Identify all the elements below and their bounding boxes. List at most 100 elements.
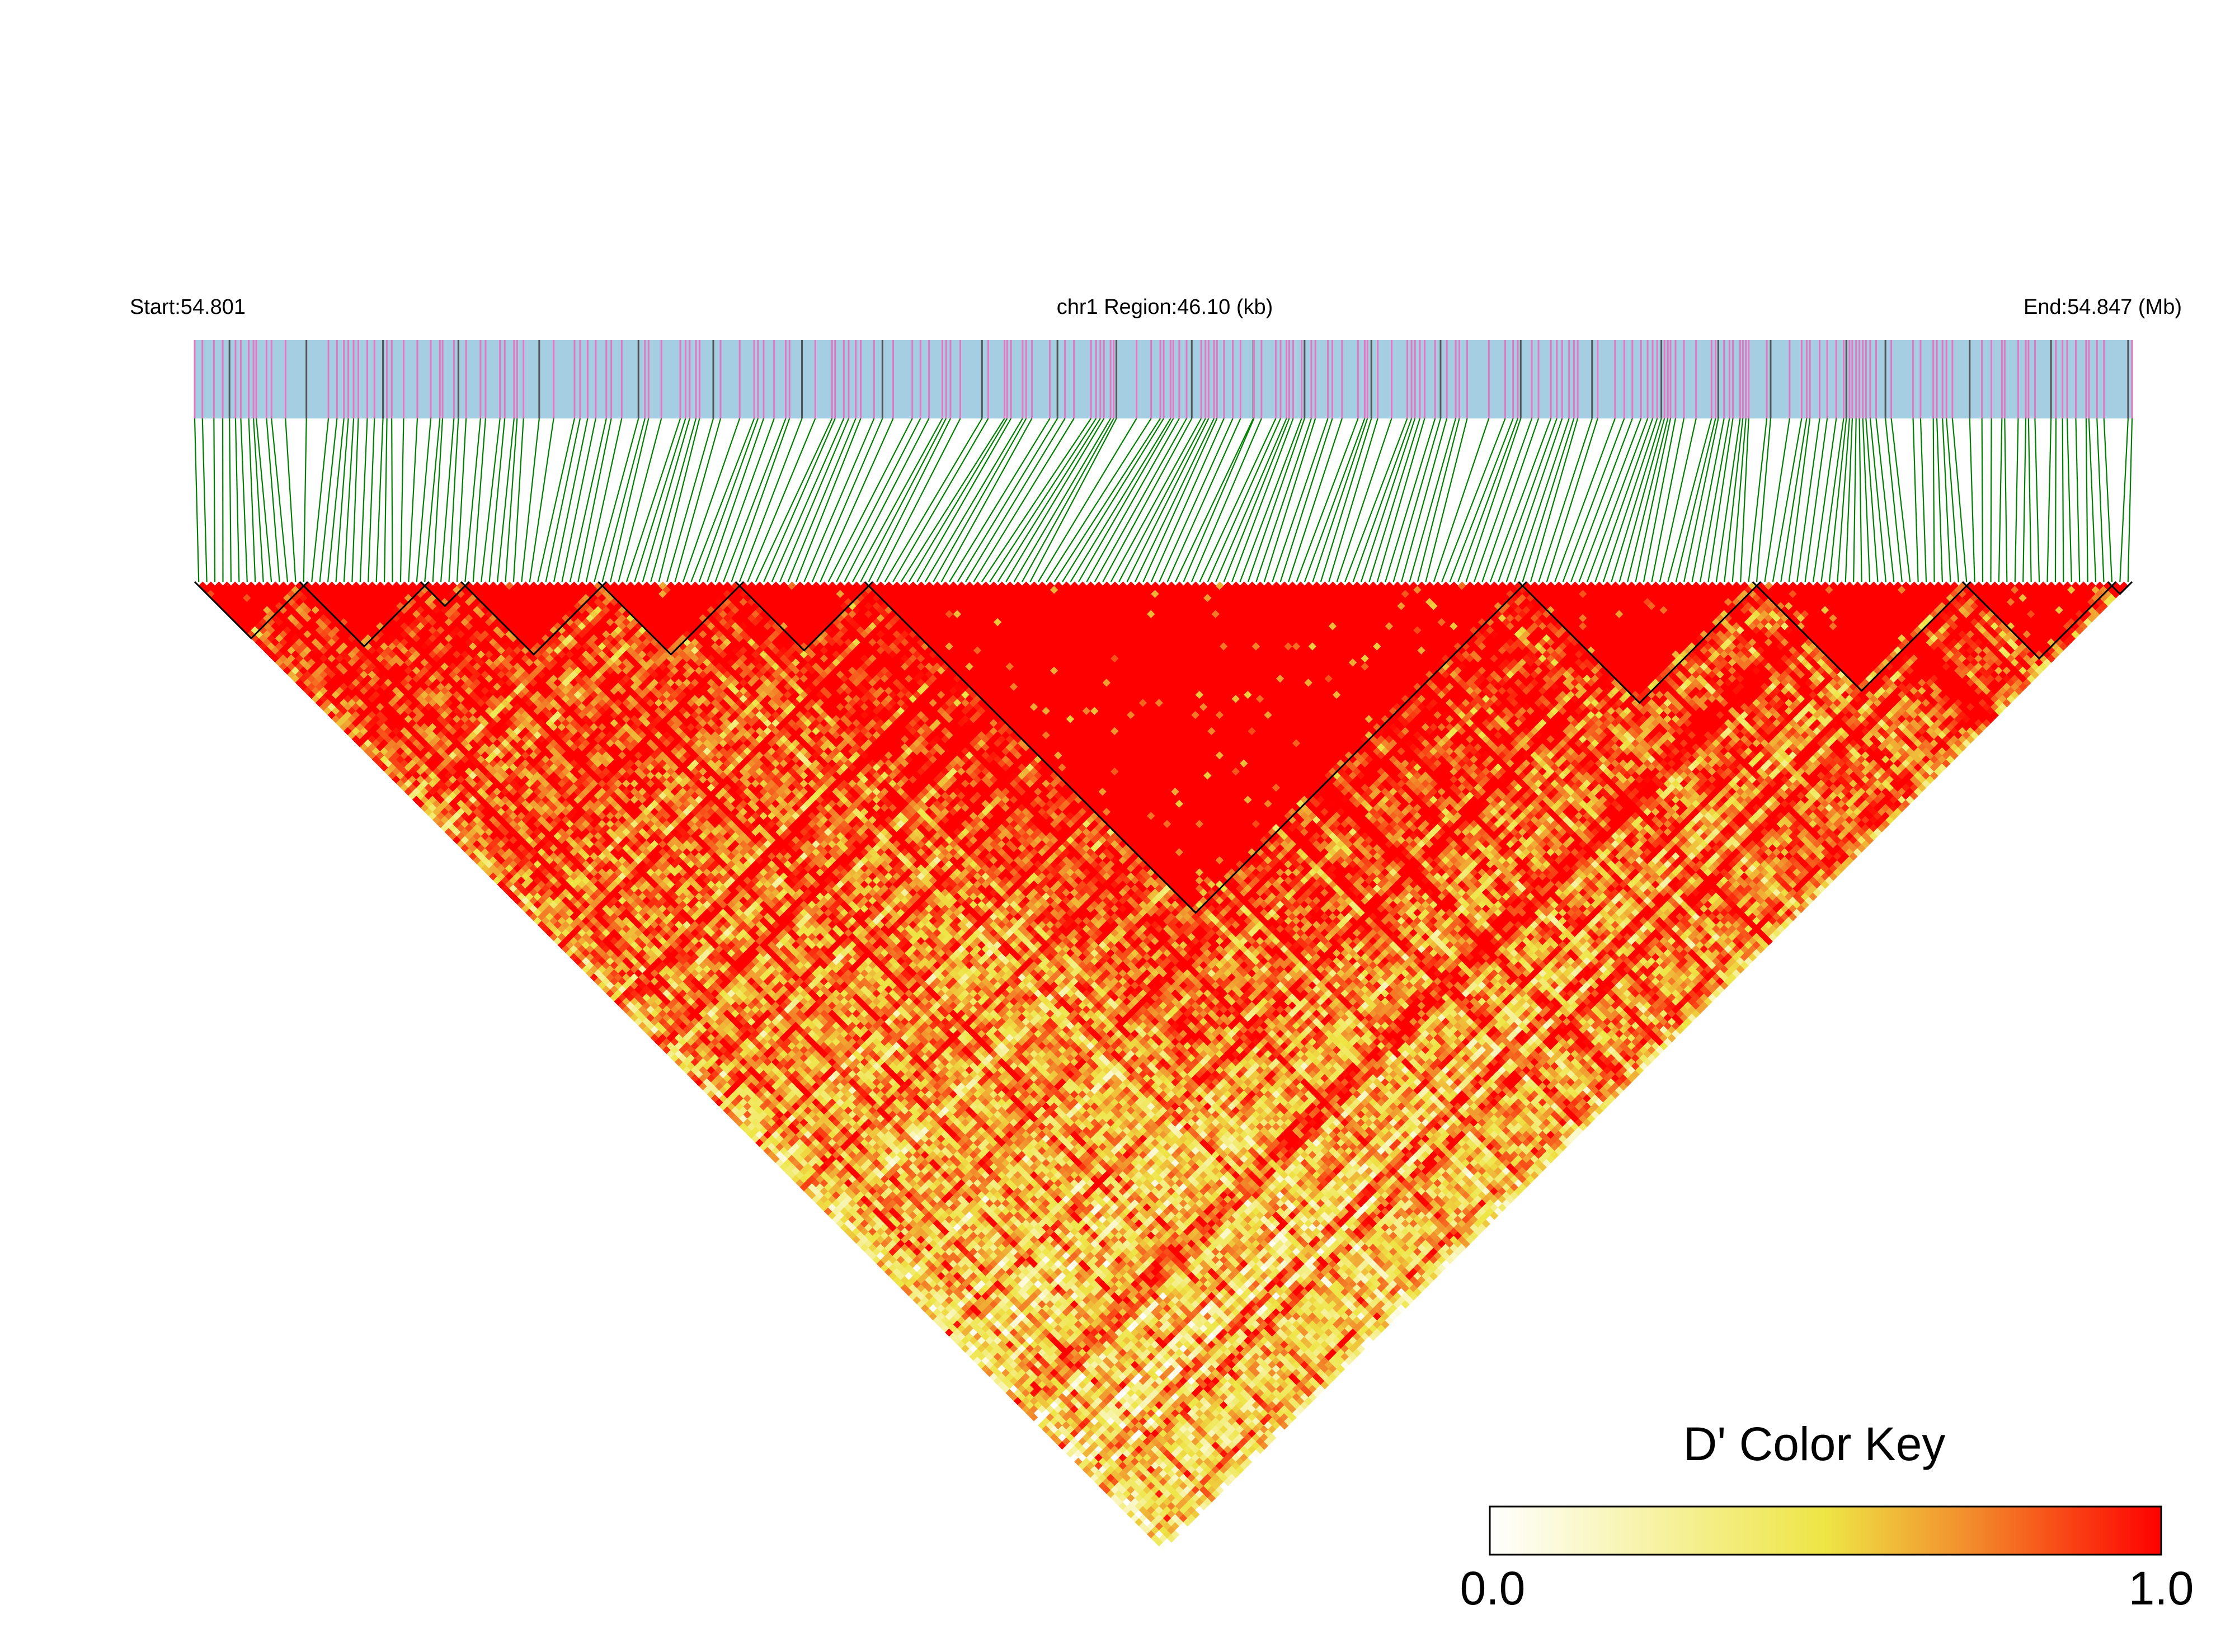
snp-connector [1952, 418, 1966, 582]
snp-connector [304, 418, 307, 582]
snp-connector [1466, 418, 1521, 582]
snp-connector [1724, 418, 1743, 582]
snp-connector [1555, 418, 1615, 582]
snp-connector [320, 418, 337, 582]
snp-connector [562, 418, 596, 582]
ld-heatmap-triangle [199, 581, 2129, 1551]
snp-connector [1579, 418, 1641, 582]
snp-connector [1620, 418, 1664, 582]
snp-connector [1644, 418, 1676, 582]
snp-connector [2063, 418, 2064, 582]
snp-connector [271, 418, 288, 582]
region-end-label: End:54.847 (Mb) [2024, 295, 2182, 319]
snp-connector [1442, 418, 1505, 582]
snp-connector [449, 418, 459, 582]
snp-connector [1937, 418, 1942, 582]
snp-connector [942, 418, 1032, 582]
snp-connector [1846, 418, 1852, 582]
snp-connector [530, 418, 554, 582]
snp-connector [465, 418, 481, 582]
snp-connector [2067, 418, 2072, 582]
snp-connector [2005, 418, 2007, 582]
snp-connector [1143, 418, 1217, 582]
snp-connector [603, 418, 645, 582]
snp-connector [2089, 418, 2096, 582]
snp-position-bar [195, 340, 2132, 418]
snp-connector [1055, 418, 1160, 582]
snp-connector [266, 418, 279, 582]
snp-connector [1305, 418, 1364, 582]
snp-connector [1587, 418, 1648, 582]
snp-connector [1450, 418, 1513, 582]
snp-connector [2086, 418, 2088, 582]
snp-connector [2104, 418, 2112, 582]
snp-connector [2047, 418, 2051, 582]
snp-connector [2015, 418, 2018, 582]
snp-connector [1272, 418, 1328, 582]
snp-connector [966, 418, 1065, 582]
snp-connector [1946, 418, 1959, 582]
snp-connector [2035, 418, 2039, 582]
snp-connector [1627, 418, 1668, 582]
snp-connector [1876, 418, 1894, 582]
snp-connector [312, 418, 328, 582]
snp-connector [1982, 418, 1983, 582]
snp-connector [360, 418, 368, 582]
snp-connector [2097, 418, 2104, 582]
snp-connector [1789, 418, 1810, 582]
snp-connector [909, 418, 1007, 582]
snp-connector [1870, 418, 1886, 582]
snp-connector [1538, 418, 1592, 582]
snp-connector [1781, 418, 1806, 582]
snp-connector [1345, 418, 1407, 582]
snp-connector [1942, 418, 1950, 582]
snp-connector [352, 418, 358, 582]
snp-connector [1740, 418, 1749, 582]
snp-connector [368, 418, 374, 582]
snp-connector [659, 418, 700, 582]
region-length-label: chr1 Region:46.10 (kb) [1057, 295, 1273, 319]
snp-connector [619, 418, 662, 582]
snp-connector [1866, 418, 1878, 582]
snp-connector [683, 418, 740, 582]
snp-connector [1369, 418, 1420, 582]
snp-connector [788, 418, 856, 582]
snp-connector [1006, 418, 1104, 582]
snp-connector [441, 418, 454, 582]
region-start-label: Start:54.801 [130, 295, 246, 319]
snp-connector [344, 418, 354, 582]
snp-connector [328, 418, 344, 582]
snp-connector [1264, 418, 1315, 582]
snp-connector [1038, 418, 1137, 582]
snp-connector [1361, 418, 1415, 582]
snp-connector [285, 418, 295, 582]
snp-connector [521, 418, 539, 582]
snp-connector [1611, 418, 1661, 582]
snp-connector [401, 418, 404, 582]
snp-connector [1970, 418, 1975, 582]
snp-connector [203, 418, 207, 582]
snp-connector [1079, 418, 1173, 582]
snp-connector [417, 418, 431, 582]
snp-connector [1571, 418, 1632, 582]
snp-connector [1603, 418, 1657, 582]
snp-connector [236, 418, 239, 582]
snp-connector [1353, 418, 1412, 582]
snp-connector [1240, 418, 1302, 582]
snp-connector [1458, 418, 1518, 582]
snp-connector [1651, 418, 1683, 582]
snp-connector [408, 418, 417, 582]
snp-connector [869, 418, 951, 582]
snp-connector [1853, 418, 1856, 582]
snp-connector [1676, 418, 1716, 582]
snp-connector [756, 418, 832, 582]
snp-connector [1999, 418, 2002, 582]
snp-connector [195, 418, 199, 582]
snp-connector [1933, 418, 1935, 582]
snp-connector [643, 418, 690, 582]
snp-connector [214, 418, 215, 582]
snp-connector [1863, 418, 1870, 582]
snp-connector [538, 418, 575, 582]
snp-connector [627, 418, 680, 582]
snp-connector [853, 418, 943, 582]
